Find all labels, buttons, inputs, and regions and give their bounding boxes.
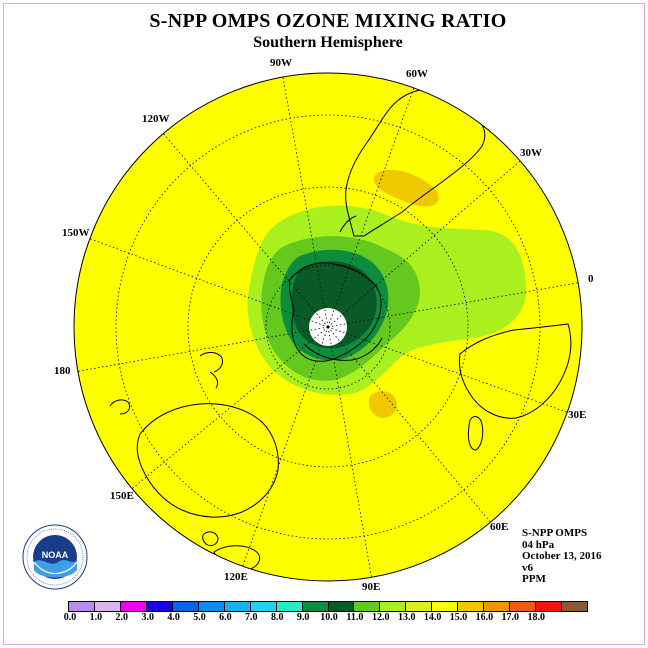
colorbar-cell bbox=[69, 602, 95, 611]
colorbar-cell bbox=[198, 602, 225, 611]
colorbar-tick-label: 5.0 bbox=[193, 612, 206, 623]
colorbar-cell bbox=[458, 602, 485, 611]
colorbar-cell bbox=[510, 602, 537, 611]
lon-label-120e: 120E bbox=[224, 571, 248, 583]
map-frame: S-NPP OMPS OZONE MIXING RATIO Southern H… bbox=[3, 3, 645, 645]
lon-label-150e: 150E bbox=[110, 490, 134, 502]
lon-label-60e: 60E bbox=[490, 521, 508, 533]
colorbar-cell bbox=[276, 602, 303, 611]
lon-label-150w: 150W bbox=[62, 227, 90, 239]
info-date: October 13, 2016 bbox=[522, 550, 602, 562]
info-units: PPM bbox=[522, 573, 546, 585]
colorbar-cell bbox=[250, 602, 277, 611]
colorbar-cell bbox=[224, 602, 251, 611]
colorbar-tick-label: 3.0 bbox=[141, 612, 154, 623]
contour-14-15-a bbox=[373, 169, 439, 207]
colorbar-cell bbox=[94, 602, 121, 611]
colorbar-cell bbox=[172, 602, 199, 611]
meridians bbox=[74, 73, 582, 581]
lon-label-120w: 120W bbox=[142, 113, 170, 125]
colorbar-tick-label: 8.0 bbox=[270, 612, 284, 623]
page-title: S-NPP OMPS OZONE MIXING RATIO bbox=[149, 10, 507, 32]
map-border bbox=[73, 72, 583, 582]
lon-label-90e: 90E bbox=[362, 581, 380, 593]
colorbar-tick-label: 18.0 bbox=[527, 612, 545, 623]
lon-label-180: 180 bbox=[54, 365, 71, 377]
polar-map: 90W 60W 30W 0 30E 60E 90E 120E 150E 180 … bbox=[54, 57, 594, 593]
info-instrument: S-NPP OMPS bbox=[522, 527, 588, 539]
colorbar-tick-label: 13.0 bbox=[397, 612, 416, 623]
colorbar-cell bbox=[406, 602, 433, 611]
colorbar-cell bbox=[380, 602, 407, 611]
colorbar-cell bbox=[432, 602, 459, 611]
colorbar-tick-label: 17.0 bbox=[501, 612, 520, 623]
colorbar-cell bbox=[146, 602, 173, 611]
page-subtitle: Southern Hemisphere bbox=[253, 34, 403, 51]
colorbar-cell bbox=[328, 602, 355, 611]
colorbar-cell bbox=[354, 602, 381, 611]
info-version: v6 bbox=[522, 561, 533, 574]
contour-14-15-b bbox=[368, 391, 398, 418]
colorbar-ticks: 0.0 1.0 2.0 3.0 4.0 5.0 6.0 7.0 8.0 9.0 10.0 11.0 12… bbox=[64, 612, 588, 626]
logo-text: NOAA bbox=[42, 550, 69, 560]
colorbar-tick-label: 0.0 bbox=[63, 612, 77, 623]
colorbar bbox=[68, 601, 588, 612]
colorbar-cell bbox=[484, 602, 511, 611]
latitude-circles bbox=[115, 114, 541, 540]
colorbar-tick-label: 15.0 bbox=[449, 612, 468, 623]
info-block: S-NPP OMPS 04 hPa October 13, 2016 v6 PP… bbox=[522, 527, 602, 586]
colorbar-tick-label: 2.0 bbox=[115, 612, 129, 623]
lon-label-0: 0 bbox=[588, 273, 594, 285]
lon-label-30w: 30W bbox=[520, 147, 542, 159]
info-level: 04 hPa bbox=[522, 538, 555, 551]
lon-label-60w: 60W bbox=[406, 68, 428, 80]
lon-label-90w: 90W bbox=[270, 57, 292, 69]
colorbar-cell bbox=[302, 602, 329, 611]
colorbar-tick-label: 4.0 bbox=[167, 612, 180, 623]
colorbar-tick-label: 1.0 bbox=[89, 612, 103, 623]
colorbar-tick-label: 7.0 bbox=[245, 612, 258, 623]
colorbar-tick-label: 11.0 bbox=[346, 612, 364, 623]
lon-label-30e: 30E bbox=[568, 409, 586, 421]
colorbar-tick-label: 10.0 bbox=[320, 612, 338, 623]
colorbar-cell bbox=[120, 602, 147, 611]
noaa-logo: NOAA bbox=[22, 524, 88, 590]
colorbar-tick-label: 14.0 bbox=[423, 612, 442, 623]
colorbar-tick-label: 16.0 bbox=[475, 612, 494, 623]
colorbar-tick-label: 6.0 bbox=[219, 612, 232, 623]
colorbar-tick-label: 9.0 bbox=[296, 612, 310, 623]
colorbar-cell bbox=[536, 602, 563, 611]
colorbar-cell bbox=[562, 602, 588, 611]
colorbar-tick-label: 12.0 bbox=[372, 612, 390, 623]
